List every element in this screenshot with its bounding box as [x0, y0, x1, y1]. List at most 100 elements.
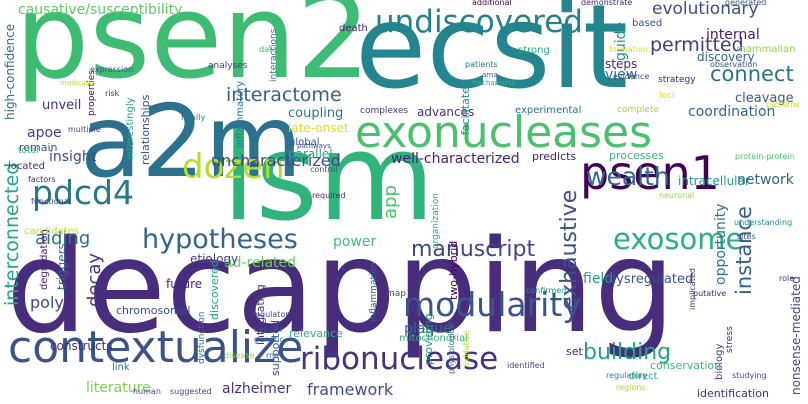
word-regions: regions	[616, 383, 646, 392]
word-confirmed: confirmed	[526, 286, 567, 295]
word-dozen: dozen	[182, 147, 285, 187]
word-nonsense-mediated: nonsense-mediated	[789, 276, 803, 395]
word-total: total	[18, 146, 39, 156]
word-high-confidence: high-confidence	[3, 23, 17, 120]
word-direct: direct	[629, 371, 658, 382]
word-complete: complete	[617, 105, 660, 115]
word-physiological: physiological	[447, 321, 456, 374]
word-inflammatory: inflammatory	[235, 80, 246, 148]
word-implicated: implicated	[688, 268, 697, 310]
word-network: network	[737, 172, 794, 188]
word-risk: risk	[105, 89, 120, 98]
word-stress: stress	[725, 326, 735, 353]
word-late-onset: late-onset	[288, 121, 349, 135]
word-inflammation: inflammation	[369, 262, 379, 322]
word-steps: steps	[605, 57, 638, 71]
word-apoe: apoe	[27, 125, 62, 141]
word-alzheimer: alzheimer	[222, 381, 292, 397]
word-patterns: patterns	[766, 100, 800, 109]
word-literature: literature	[86, 380, 151, 396]
word-undiscovered: undiscovered	[375, 4, 583, 40]
word-located: located	[8, 161, 45, 172]
word-field: field	[583, 271, 614, 287]
word-finally: finally	[181, 113, 206, 122]
word-exosome: exosome	[613, 222, 744, 256]
word-triggers: triggers	[55, 243, 69, 290]
word-uncharacterized: uncharacterized	[211, 151, 341, 170]
word-decapping: decapping	[6, 213, 676, 362]
word-observation: observation	[710, 60, 758, 69]
word-sites: sites	[737, 232, 756, 241]
word-interactions: interactions	[269, 28, 279, 82]
word-future: future	[166, 277, 203, 291]
word-unveil: unveil	[42, 98, 82, 113]
word-putative: putative	[693, 289, 727, 298]
word-disease: disease	[224, 351, 255, 360]
word-discovered: discovered	[208, 260, 221, 320]
word-additional: additional	[472, 0, 512, 7]
word-opportunity: opportunity	[713, 203, 729, 285]
word-psen2: psen2	[15, 0, 371, 105]
word-intracellular: intracellular	[678, 174, 750, 188]
word-identified: identified	[507, 361, 545, 370]
word-analyses: analyses	[208, 61, 248, 71]
word-ad-related: ad-related	[224, 255, 297, 271]
word-studying: studying	[732, 371, 767, 380]
word-experimental: experimental	[515, 105, 582, 116]
word-loci: loci	[659, 91, 675, 101]
word-interconnected: interconnected	[1, 162, 23, 306]
word-set: set	[566, 345, 583, 358]
word-contextualize: contextualize	[8, 322, 304, 373]
word-patients: patients	[465, 60, 498, 69]
word-parallel: parallel	[288, 147, 333, 161]
word-aiding: aiding	[35, 228, 91, 249]
word-connect: connect	[710, 62, 794, 86]
word-pdcd4: pdcd4	[32, 173, 134, 212]
word-conservation: conservation	[650, 359, 722, 372]
word-advances: advances	[417, 105, 475, 119]
word-interestingly: interestingly	[125, 97, 136, 160]
word-permitted: permitted	[650, 34, 744, 56]
word-exonucleases: exonucleases	[355, 107, 653, 158]
word-coupling: coupling	[288, 106, 344, 121]
word-mammalian: mammalian	[736, 44, 796, 55]
word-framework: framework	[307, 380, 394, 399]
word-understanding: understanding	[734, 218, 793, 227]
word-map: map	[386, 289, 406, 299]
word-internal: internal	[706, 27, 760, 43]
word-interactome: interactome	[226, 84, 342, 106]
word-evidence: evidence	[613, 72, 650, 81]
word-pathways: pathways	[297, 142, 331, 150]
word-data: data	[259, 45, 278, 54]
word-role: role	[779, 274, 795, 283]
word-rna: rna	[266, 351, 280, 360]
word-chromosomal: chromosomal	[116, 304, 191, 317]
word-view: view	[605, 67, 638, 83]
word-facilitates: facilitates	[459, 81, 472, 135]
word-mechanisms: mechanisms	[471, 79, 516, 87]
word-organization: organization	[431, 193, 441, 249]
word-regulatory: regulatory	[606, 371, 648, 380]
word-suggested: suggested	[170, 387, 212, 396]
word-etiology: etiology	[190, 252, 239, 266]
word-remain: remain	[19, 141, 58, 154]
word-molecular: molecular	[60, 79, 95, 87]
word-protein-protein: protein-protein	[735, 152, 795, 161]
word-genetic: genetic	[254, 335, 284, 344]
word-global: global	[289, 137, 320, 148]
word-functional: functional	[31, 197, 71, 206]
word-relationships: relationships	[139, 94, 152, 165]
word-required: required	[312, 191, 346, 200]
word-demonstrate: demonstrate	[581, 0, 633, 7]
word-wealth: wealth	[586, 162, 670, 191]
word-dysfunction: dysfunction	[197, 311, 207, 365]
word-strong: strong	[518, 45, 550, 56]
word-power: power	[333, 234, 377, 250]
word-coordination: coordination	[688, 104, 776, 120]
word-guide: guide	[613, 21, 629, 61]
word-poly: poly	[30, 293, 64, 312]
word-insight: insight	[49, 149, 97, 165]
word-hypotheses: hypotheses	[142, 224, 298, 255]
word-factors: factors	[28, 175, 56, 184]
